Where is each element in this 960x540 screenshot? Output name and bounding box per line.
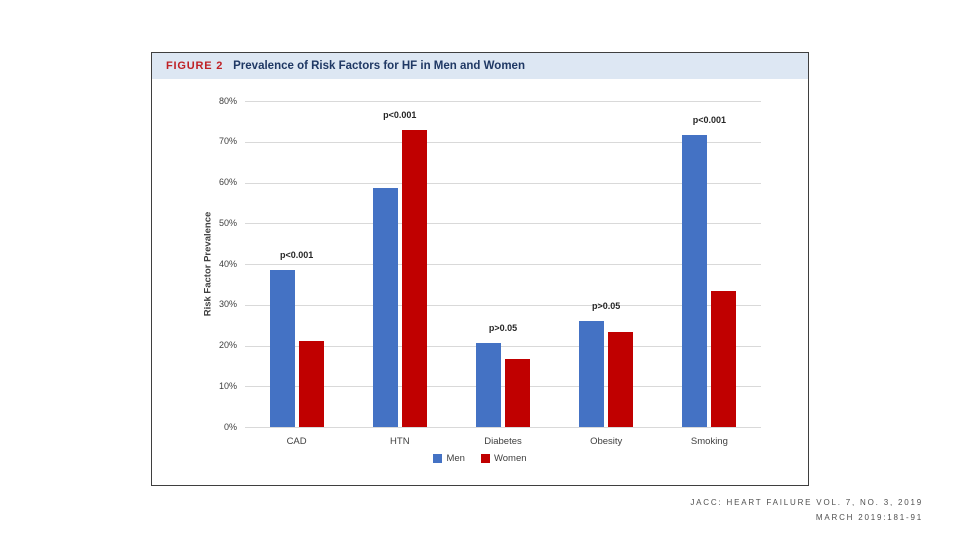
figure-header: FIGURE 2 Prevalence of Risk Factors for … [152,53,808,79]
legend-item-men: Men [433,453,465,464]
figure-title: Prevalence of Risk Factors for HF in Men… [233,60,525,72]
y-tick-label: 40% [218,258,237,269]
bar-women-htn [401,130,427,427]
x-category-label: Diabetes [484,436,522,447]
bar-men-smoking [682,135,708,427]
figure-panel: FIGURE 2 Prevalence of Risk Factors for … [151,52,809,486]
y-tick-label: 20% [218,340,237,350]
y-tick-label: 70% [218,136,237,147]
gridline [245,101,761,102]
gridline [245,264,761,265]
p-value-label: p>0.05 [592,300,621,311]
x-category-label: Obesity [590,436,623,447]
bar-women-smoking [711,290,737,427]
bar-men-htn [372,188,398,427]
y-tick-label: 50% [218,217,237,228]
bar-women-cad [298,341,324,427]
bar-men-diabetes [476,343,501,427]
gridline [245,223,761,225]
bar-men-cad [269,270,295,427]
gridline [245,182,761,184]
gridline [245,141,761,143]
legend-label-women: Women [493,453,527,464]
citation-line-2: MARCH 2019:181-91 [815,513,923,522]
legend-swatch-women [480,454,490,463]
y-tick-label: 0% [223,421,237,432]
journal-citation: JACC: HEART FAILURE VOL. 7, NO. 3, 2019 … [690,495,923,525]
legend-label-men: Men [446,453,465,464]
p-value-label: p<0.001 [383,110,417,121]
x-category-label: Smoking [690,436,728,447]
p-value-label: p>0.05 [488,323,518,334]
y-tick-label: 30% [218,299,237,310]
p-value-label: p<0.001 [279,250,314,261]
x-category-label: HTN [390,436,410,447]
x-category-label: CAD [286,436,307,447]
gridline [245,345,761,347]
y-tick-label: 10% [218,380,237,391]
chart-legend: Men Women [152,453,808,464]
bar-women-diabetes [505,358,530,427]
citation-line-1: JACC: HEART FAILURE VOL. 7, NO. 3, 2019 [690,498,923,507]
y-tick-label: 80% [218,95,237,106]
gridline [245,304,761,306]
y-tick-label: 60% [218,177,237,187]
p-value-label: p<0.001 [692,115,727,126]
figure-label: FIGURE 2 [166,60,224,72]
gridline [245,427,761,428]
legend-swatch-men [433,454,443,463]
bar-chart: Risk Factor Prevalence Men Women 0% 10% 20%… [152,79,808,485]
bar-men-obesity [579,320,605,427]
legend-item-women: Women [480,453,527,464]
bar-women-obesity [608,332,634,427]
gridline [245,386,761,388]
